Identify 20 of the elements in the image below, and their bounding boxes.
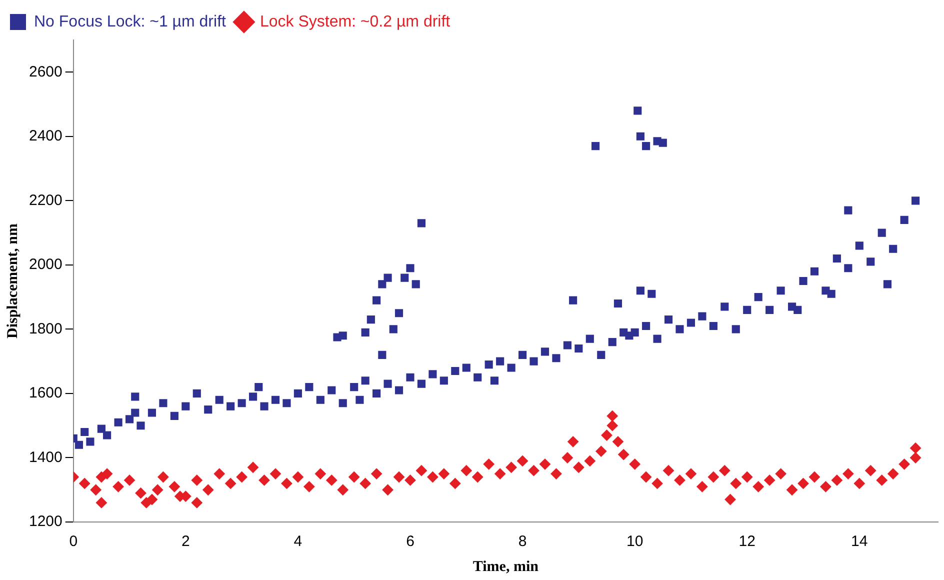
y-tick-label: 2000	[28, 256, 62, 274]
y-tick-label: 2400	[28, 128, 62, 145]
x-axis-title: Time, min	[472, 558, 540, 575]
y-tick-label: 2600	[28, 63, 62, 80]
x-tick-label: 0	[69, 533, 78, 550]
x-tick-label: 6	[406, 533, 414, 550]
legend-label: No Focus Lock: ~1 µm drift	[34, 13, 227, 30]
x-tick-label: 12	[738, 533, 756, 550]
y-tick-label: 1200	[28, 513, 62, 530]
legend-label: Lock System: ~0.2 µm drift	[260, 13, 451, 30]
x-tick-label: 2	[181, 533, 190, 550]
x-tick-label: 8	[518, 533, 527, 550]
y-tick-label: 1600	[28, 384, 62, 402]
y-tick-label: 1800	[28, 320, 62, 338]
y-axis-title: Displacement, nm	[4, 223, 21, 338]
x-tick-label: 10	[626, 533, 644, 550]
y-tick-label: 2200	[28, 192, 62, 209]
y-tick-label: 1400	[28, 448, 62, 466]
x-tick-label: 4	[294, 533, 302, 550]
x-tick-label: 14	[851, 533, 868, 550]
